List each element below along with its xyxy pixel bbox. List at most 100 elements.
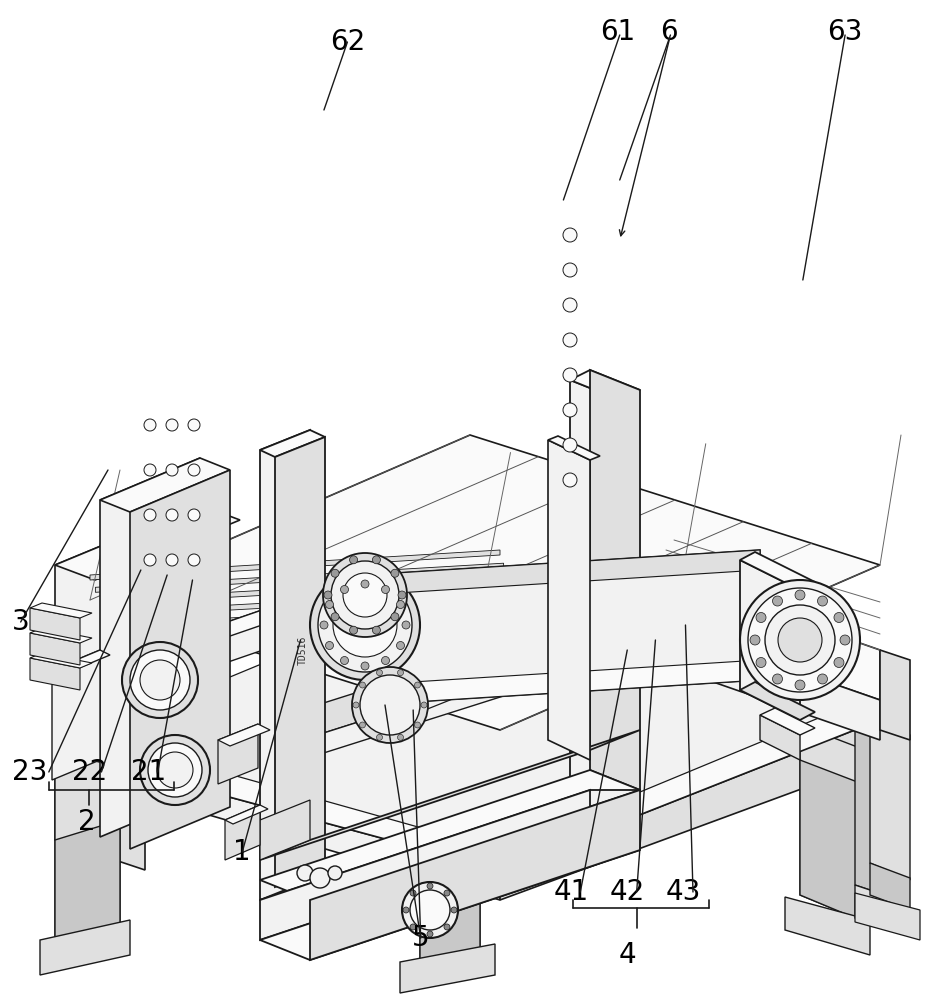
Circle shape: [349, 556, 358, 564]
Circle shape: [563, 473, 577, 487]
Circle shape: [773, 674, 782, 684]
Circle shape: [349, 626, 358, 634]
Polygon shape: [30, 608, 80, 640]
Polygon shape: [365, 660, 760, 705]
Circle shape: [324, 591, 332, 599]
Polygon shape: [30, 658, 80, 690]
Circle shape: [818, 674, 827, 684]
Circle shape: [397, 670, 404, 676]
Polygon shape: [260, 790, 640, 900]
Text: 61: 61: [600, 18, 636, 46]
Polygon shape: [30, 633, 80, 665]
Polygon shape: [275, 437, 325, 887]
Text: 63: 63: [827, 18, 863, 46]
Polygon shape: [175, 590, 350, 670]
Circle shape: [331, 561, 399, 629]
Polygon shape: [870, 863, 910, 910]
Circle shape: [353, 702, 359, 708]
Polygon shape: [800, 725, 860, 920]
Polygon shape: [270, 598, 330, 660]
Polygon shape: [880, 650, 910, 740]
Circle shape: [130, 650, 190, 710]
Circle shape: [444, 890, 450, 896]
Polygon shape: [96, 563, 503, 592]
Polygon shape: [400, 944, 495, 993]
Circle shape: [373, 556, 380, 564]
Circle shape: [765, 605, 835, 675]
Polygon shape: [55, 750, 120, 950]
Polygon shape: [90, 590, 850, 850]
Polygon shape: [760, 715, 800, 760]
Polygon shape: [760, 708, 815, 735]
Text: 43: 43: [666, 878, 701, 906]
Polygon shape: [175, 590, 320, 655]
Polygon shape: [55, 750, 145, 870]
Circle shape: [377, 734, 382, 740]
Polygon shape: [218, 724, 258, 784]
Polygon shape: [590, 370, 640, 790]
Circle shape: [427, 931, 433, 937]
Polygon shape: [52, 650, 110, 675]
Circle shape: [563, 438, 577, 452]
Polygon shape: [570, 380, 620, 800]
Circle shape: [333, 593, 397, 657]
Circle shape: [144, 419, 156, 431]
Circle shape: [297, 865, 313, 881]
Circle shape: [795, 590, 805, 600]
Circle shape: [427, 883, 433, 889]
Polygon shape: [100, 458, 200, 837]
Circle shape: [410, 924, 416, 930]
Polygon shape: [650, 620, 880, 740]
Circle shape: [331, 569, 339, 577]
Text: 1: 1: [234, 838, 251, 866]
Circle shape: [310, 868, 330, 888]
Circle shape: [397, 734, 404, 740]
Polygon shape: [420, 862, 480, 978]
Polygon shape: [785, 897, 870, 955]
Polygon shape: [260, 770, 640, 900]
Circle shape: [563, 368, 577, 382]
Polygon shape: [270, 598, 350, 630]
Circle shape: [148, 743, 202, 797]
Circle shape: [360, 722, 365, 728]
Polygon shape: [55, 600, 880, 870]
Circle shape: [563, 333, 577, 347]
Circle shape: [320, 621, 328, 629]
Circle shape: [166, 464, 178, 476]
Polygon shape: [112, 603, 515, 629]
Circle shape: [377, 670, 382, 676]
Circle shape: [396, 642, 405, 650]
Circle shape: [396, 600, 405, 608]
Polygon shape: [650, 570, 880, 700]
Text: 42: 42: [609, 878, 645, 906]
Circle shape: [778, 618, 822, 662]
Circle shape: [421, 702, 427, 708]
Circle shape: [341, 585, 348, 593]
Circle shape: [381, 585, 390, 593]
Polygon shape: [55, 505, 240, 580]
Polygon shape: [570, 370, 640, 400]
Circle shape: [188, 509, 200, 521]
Polygon shape: [855, 705, 900, 900]
Polygon shape: [40, 920, 130, 975]
Circle shape: [403, 907, 409, 913]
Circle shape: [323, 553, 407, 637]
Text: 41: 41: [553, 878, 589, 906]
Text: TD516: TD516: [298, 635, 308, 665]
Circle shape: [157, 752, 193, 788]
Polygon shape: [548, 436, 600, 460]
Polygon shape: [740, 552, 815, 590]
Polygon shape: [225, 805, 268, 824]
Circle shape: [414, 722, 421, 728]
Polygon shape: [130, 470, 230, 849]
Polygon shape: [855, 885, 900, 932]
Text: 62: 62: [330, 28, 365, 56]
Circle shape: [361, 580, 369, 588]
Polygon shape: [30, 628, 92, 643]
Polygon shape: [55, 750, 500, 900]
Circle shape: [188, 419, 200, 431]
Circle shape: [563, 403, 577, 417]
Circle shape: [795, 680, 805, 690]
Circle shape: [444, 924, 450, 930]
Polygon shape: [500, 720, 880, 900]
